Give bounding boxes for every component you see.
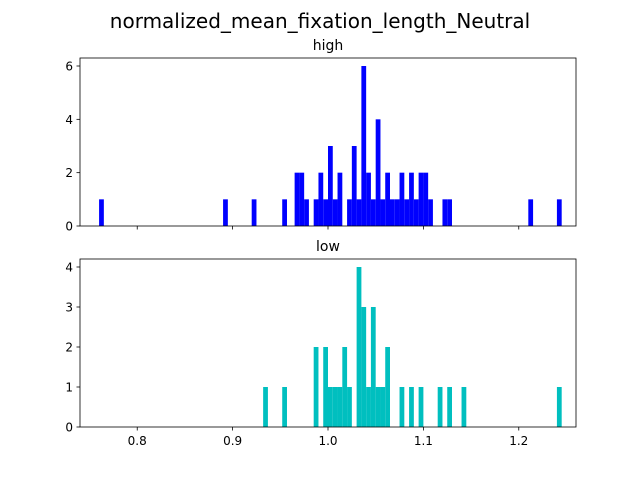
y-tick-label: 2 bbox=[65, 166, 73, 180]
histogram-bar bbox=[323, 199, 328, 226]
histogram-bar bbox=[282, 387, 287, 427]
histogram-bar bbox=[223, 199, 228, 226]
histogram-bar bbox=[370, 307, 376, 427]
histogram-bar bbox=[404, 199, 410, 226]
histogram-bar bbox=[318, 172, 324, 226]
histogram-bar bbox=[447, 199, 452, 226]
histogram-bar bbox=[409, 172, 414, 226]
panel-low: low 0 1 2 3 4 0.8 0.9 1.0 1.1 1.2 bbox=[65, 239, 577, 448]
histogram-bar bbox=[347, 387, 352, 427]
histogram-bar bbox=[263, 387, 268, 427]
histogram-bar bbox=[332, 387, 338, 427]
panel-high: high 0 2 4 6 bbox=[65, 38, 577, 234]
histogram-bar bbox=[375, 387, 381, 427]
histogram-bar bbox=[366, 387, 371, 427]
y-tick-label: 2 bbox=[65, 341, 73, 355]
histogram-bar bbox=[304, 199, 309, 226]
histogram-bar bbox=[337, 172, 343, 226]
histogram-bar bbox=[418, 172, 424, 226]
histogram-bar bbox=[370, 199, 376, 226]
x-tick-label: 0.9 bbox=[223, 434, 242, 448]
y-tick-label: 4 bbox=[65, 113, 73, 127]
histogram-bar bbox=[437, 387, 443, 427]
histogram-bar bbox=[528, 199, 534, 226]
histogram-bar bbox=[394, 199, 400, 226]
x-tick-label: 1.0 bbox=[318, 434, 337, 448]
histogram-bar bbox=[399, 172, 405, 226]
histogram-bar bbox=[423, 172, 429, 226]
histogram-bar bbox=[294, 172, 300, 226]
histogram-bar bbox=[390, 199, 395, 226]
panel-title: low bbox=[316, 239, 340, 255]
histogram-bar bbox=[361, 307, 367, 427]
y-tick-label: 6 bbox=[65, 60, 73, 74]
histogram-bar bbox=[328, 146, 333, 226]
histogram-bar bbox=[413, 199, 419, 226]
histogram-bar bbox=[351, 146, 357, 226]
histogram-bar bbox=[356, 199, 362, 226]
histogram-bar bbox=[447, 387, 452, 427]
y-tick-label: 0 bbox=[65, 220, 73, 234]
histogram-bar bbox=[442, 199, 448, 226]
histogram-bar bbox=[282, 199, 287, 226]
panel-title: high bbox=[313, 38, 344, 54]
histogram-bar bbox=[99, 199, 104, 226]
histogram-bar bbox=[313, 347, 319, 427]
y-tick-label: 4 bbox=[65, 261, 73, 275]
histogram-bar bbox=[385, 347, 390, 427]
histogram-bar bbox=[399, 387, 405, 427]
y-tick-label: 3 bbox=[65, 301, 73, 315]
histogram-bar bbox=[323, 347, 328, 427]
histogram-bar bbox=[385, 172, 390, 226]
x-tick-label: 1.2 bbox=[509, 434, 528, 448]
histogram-bar bbox=[332, 199, 338, 226]
histogram-bar bbox=[409, 387, 414, 427]
histogram-bar bbox=[356, 267, 362, 427]
histogram-bar bbox=[375, 119, 381, 226]
histogram-bar bbox=[461, 387, 467, 427]
x-tick-label: 1.1 bbox=[414, 434, 433, 448]
histogram-bar bbox=[251, 199, 257, 226]
y-tick-label: 0 bbox=[65, 421, 73, 435]
y-tick-label: 1 bbox=[65, 381, 73, 395]
histogram-bar bbox=[418, 387, 424, 427]
histogram-bar bbox=[556, 387, 562, 427]
histogram-bar bbox=[428, 199, 433, 226]
chart-title: normalized_mean_fixation_length_Neutral bbox=[110, 9, 530, 33]
histogram-bar bbox=[556, 199, 562, 226]
histogram-bar bbox=[366, 172, 371, 226]
histogram-bar bbox=[328, 387, 333, 427]
histogram-bar bbox=[361, 66, 367, 226]
histogram-bar bbox=[380, 387, 386, 427]
histogram-bar bbox=[347, 199, 352, 226]
x-tick-label: 0.8 bbox=[128, 434, 147, 448]
histogram-bar bbox=[299, 172, 305, 226]
histogram-bar bbox=[313, 199, 319, 226]
histogram-bar bbox=[337, 387, 343, 427]
histogram-bar bbox=[342, 347, 348, 427]
histogram-bar bbox=[380, 199, 386, 226]
